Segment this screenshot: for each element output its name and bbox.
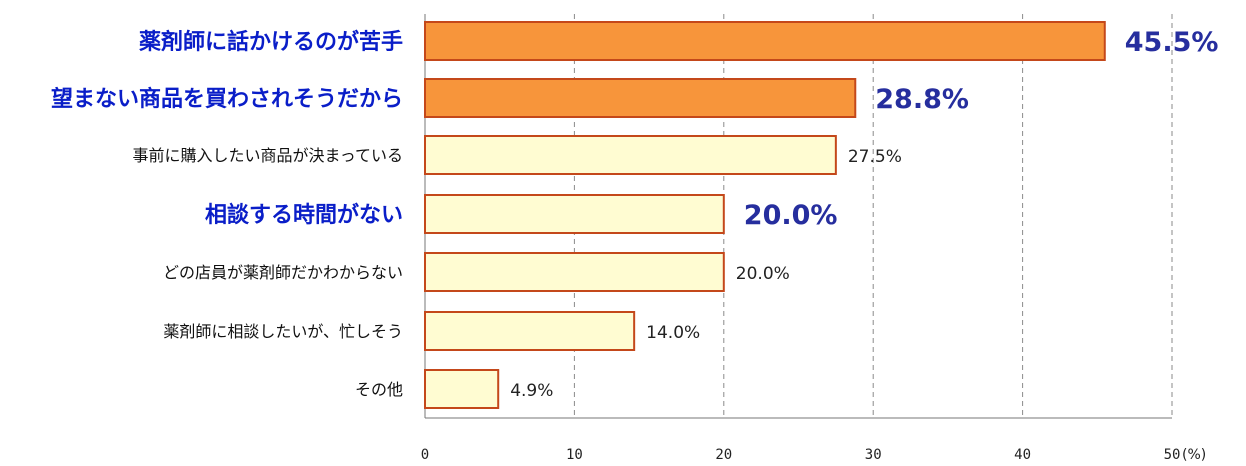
x-tick-label: 20 xyxy=(715,447,732,463)
category-label: 薬剤師に相談したいが、忙しそう xyxy=(163,322,403,341)
category-label: 相談する時間がない xyxy=(205,202,403,228)
category-label: 薬剤師に話かけるのが苦手 xyxy=(139,29,403,55)
category-label: 望まない商品を買わされそうだから xyxy=(51,86,403,112)
label-layer: 薬剤師に話かけるのが苦手 45.5% 望まない商品を買わされそうだから 28.8% 事前… xyxy=(51,27,1218,401)
x-tick-label: 40 xyxy=(1014,447,1031,463)
bar xyxy=(424,311,636,351)
tick-layer: 0 10 20 30 40 50 (%) xyxy=(421,447,1206,463)
value-label: 28.8% xyxy=(875,84,969,115)
value-label: 27.5% xyxy=(848,147,902,167)
bar-layer xyxy=(424,21,1106,409)
value-label: 20.0% xyxy=(736,264,790,284)
x-tick-label: 10 xyxy=(566,447,583,463)
value-label: 14.0% xyxy=(646,323,700,343)
x-tick-label: 30 xyxy=(865,447,882,463)
bar xyxy=(424,369,500,409)
value-label: 20.0% xyxy=(744,200,838,231)
value-label: 45.5% xyxy=(1125,27,1219,58)
value-label: 4.9% xyxy=(510,381,553,401)
x-tick-label: 50 xyxy=(1164,447,1181,463)
bar xyxy=(424,194,725,234)
x-unit-label: (%) xyxy=(1182,447,1206,463)
bar xyxy=(424,78,857,118)
bar xyxy=(424,252,725,292)
category-label: どの店員が薬剤師だかわからない xyxy=(163,263,403,282)
category-label: 事前に購入したい商品が決まっている xyxy=(132,146,403,165)
category-label: その他 xyxy=(355,380,403,399)
bar xyxy=(424,21,1106,61)
x-tick-label: 0 xyxy=(421,447,429,463)
bar xyxy=(424,135,837,175)
